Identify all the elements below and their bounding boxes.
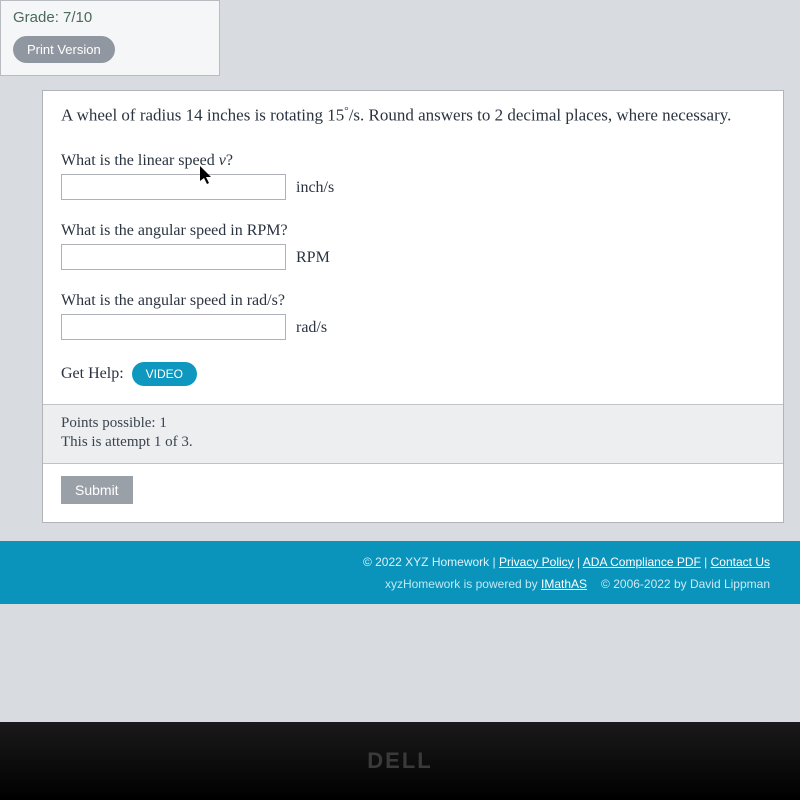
unit-label: rad/s [296, 319, 327, 336]
footer-bar: © 2022 XYZ Homework | Privacy Policy | A… [0, 541, 800, 605]
field-rpm: What is the angular speed in RPM? RPM [61, 222, 765, 270]
imathas-link[interactable]: IMathAS [541, 577, 587, 591]
get-help-row: Get Help: VIDEO [61, 362, 765, 386]
field-label: What is the angular speed in rad/s? [61, 292, 765, 310]
footer-line-2: xyzHomework is powered by IMathAS © 2006-… [30, 573, 770, 596]
contact-link[interactable]: Contact Us [711, 555, 770, 569]
get-help-label: Get Help: [61, 365, 124, 383]
statement-pre: A wheel of radius 14 inches is rotating … [61, 106, 344, 125]
unit-label: RPM [296, 249, 330, 266]
footer-copyright: © 2022 XYZ Homework [363, 555, 489, 569]
field-rads: What is the angular speed in rad/s? rad/… [61, 292, 765, 340]
powered-pre: xyzHomework is powered by [385, 577, 541, 591]
unit-label: inch/s [296, 179, 334, 196]
field-label: What is the angular speed in RPM? [61, 222, 765, 240]
video-button[interactable]: VIDEO [132, 362, 197, 386]
ada-link[interactable]: ADA Compliance PDF [583, 555, 701, 569]
question-card: A wheel of radius 14 inches is rotating … [42, 90, 784, 523]
privacy-link[interactable]: Privacy Policy [499, 555, 574, 569]
question-body: A wheel of radius 14 inches is rotating … [43, 91, 783, 404]
field-label: What is the linear speed v? [61, 152, 765, 170]
grade-text: Grade: 7/10 [13, 9, 207, 26]
problem-statement: A wheel of radius 14 inches is rotating … [61, 105, 765, 126]
attempt-text: This is attempt 1 of 3. [61, 434, 765, 451]
footer-copyright-2: © 2006-2022 by David Lippman [601, 577, 770, 591]
laptop-bezel: DELL [0, 722, 800, 800]
linear-speed-input[interactable] [61, 174, 286, 200]
print-version-button[interactable]: Print Version [13, 36, 115, 63]
field-linear-speed: What is the linear speed v? inch/s [61, 152, 765, 200]
points-possible: Points possible: 1 [61, 415, 765, 432]
rads-input[interactable] [61, 314, 286, 340]
rpm-input[interactable] [61, 244, 286, 270]
statement-post: /s. Round answers to 2 decimal places, w… [349, 106, 732, 125]
submit-row: Submit [43, 464, 783, 522]
footer-line-1: © 2022 XYZ Homework | Privacy Policy | A… [30, 551, 770, 574]
points-panel: Points possible: 1 This is attempt 1 of … [43, 404, 783, 464]
laptop-logo: DELL [367, 748, 432, 774]
submit-button[interactable]: Submit [61, 476, 133, 504]
grade-panel: Grade: 7/10 Print Version [0, 0, 220, 76]
